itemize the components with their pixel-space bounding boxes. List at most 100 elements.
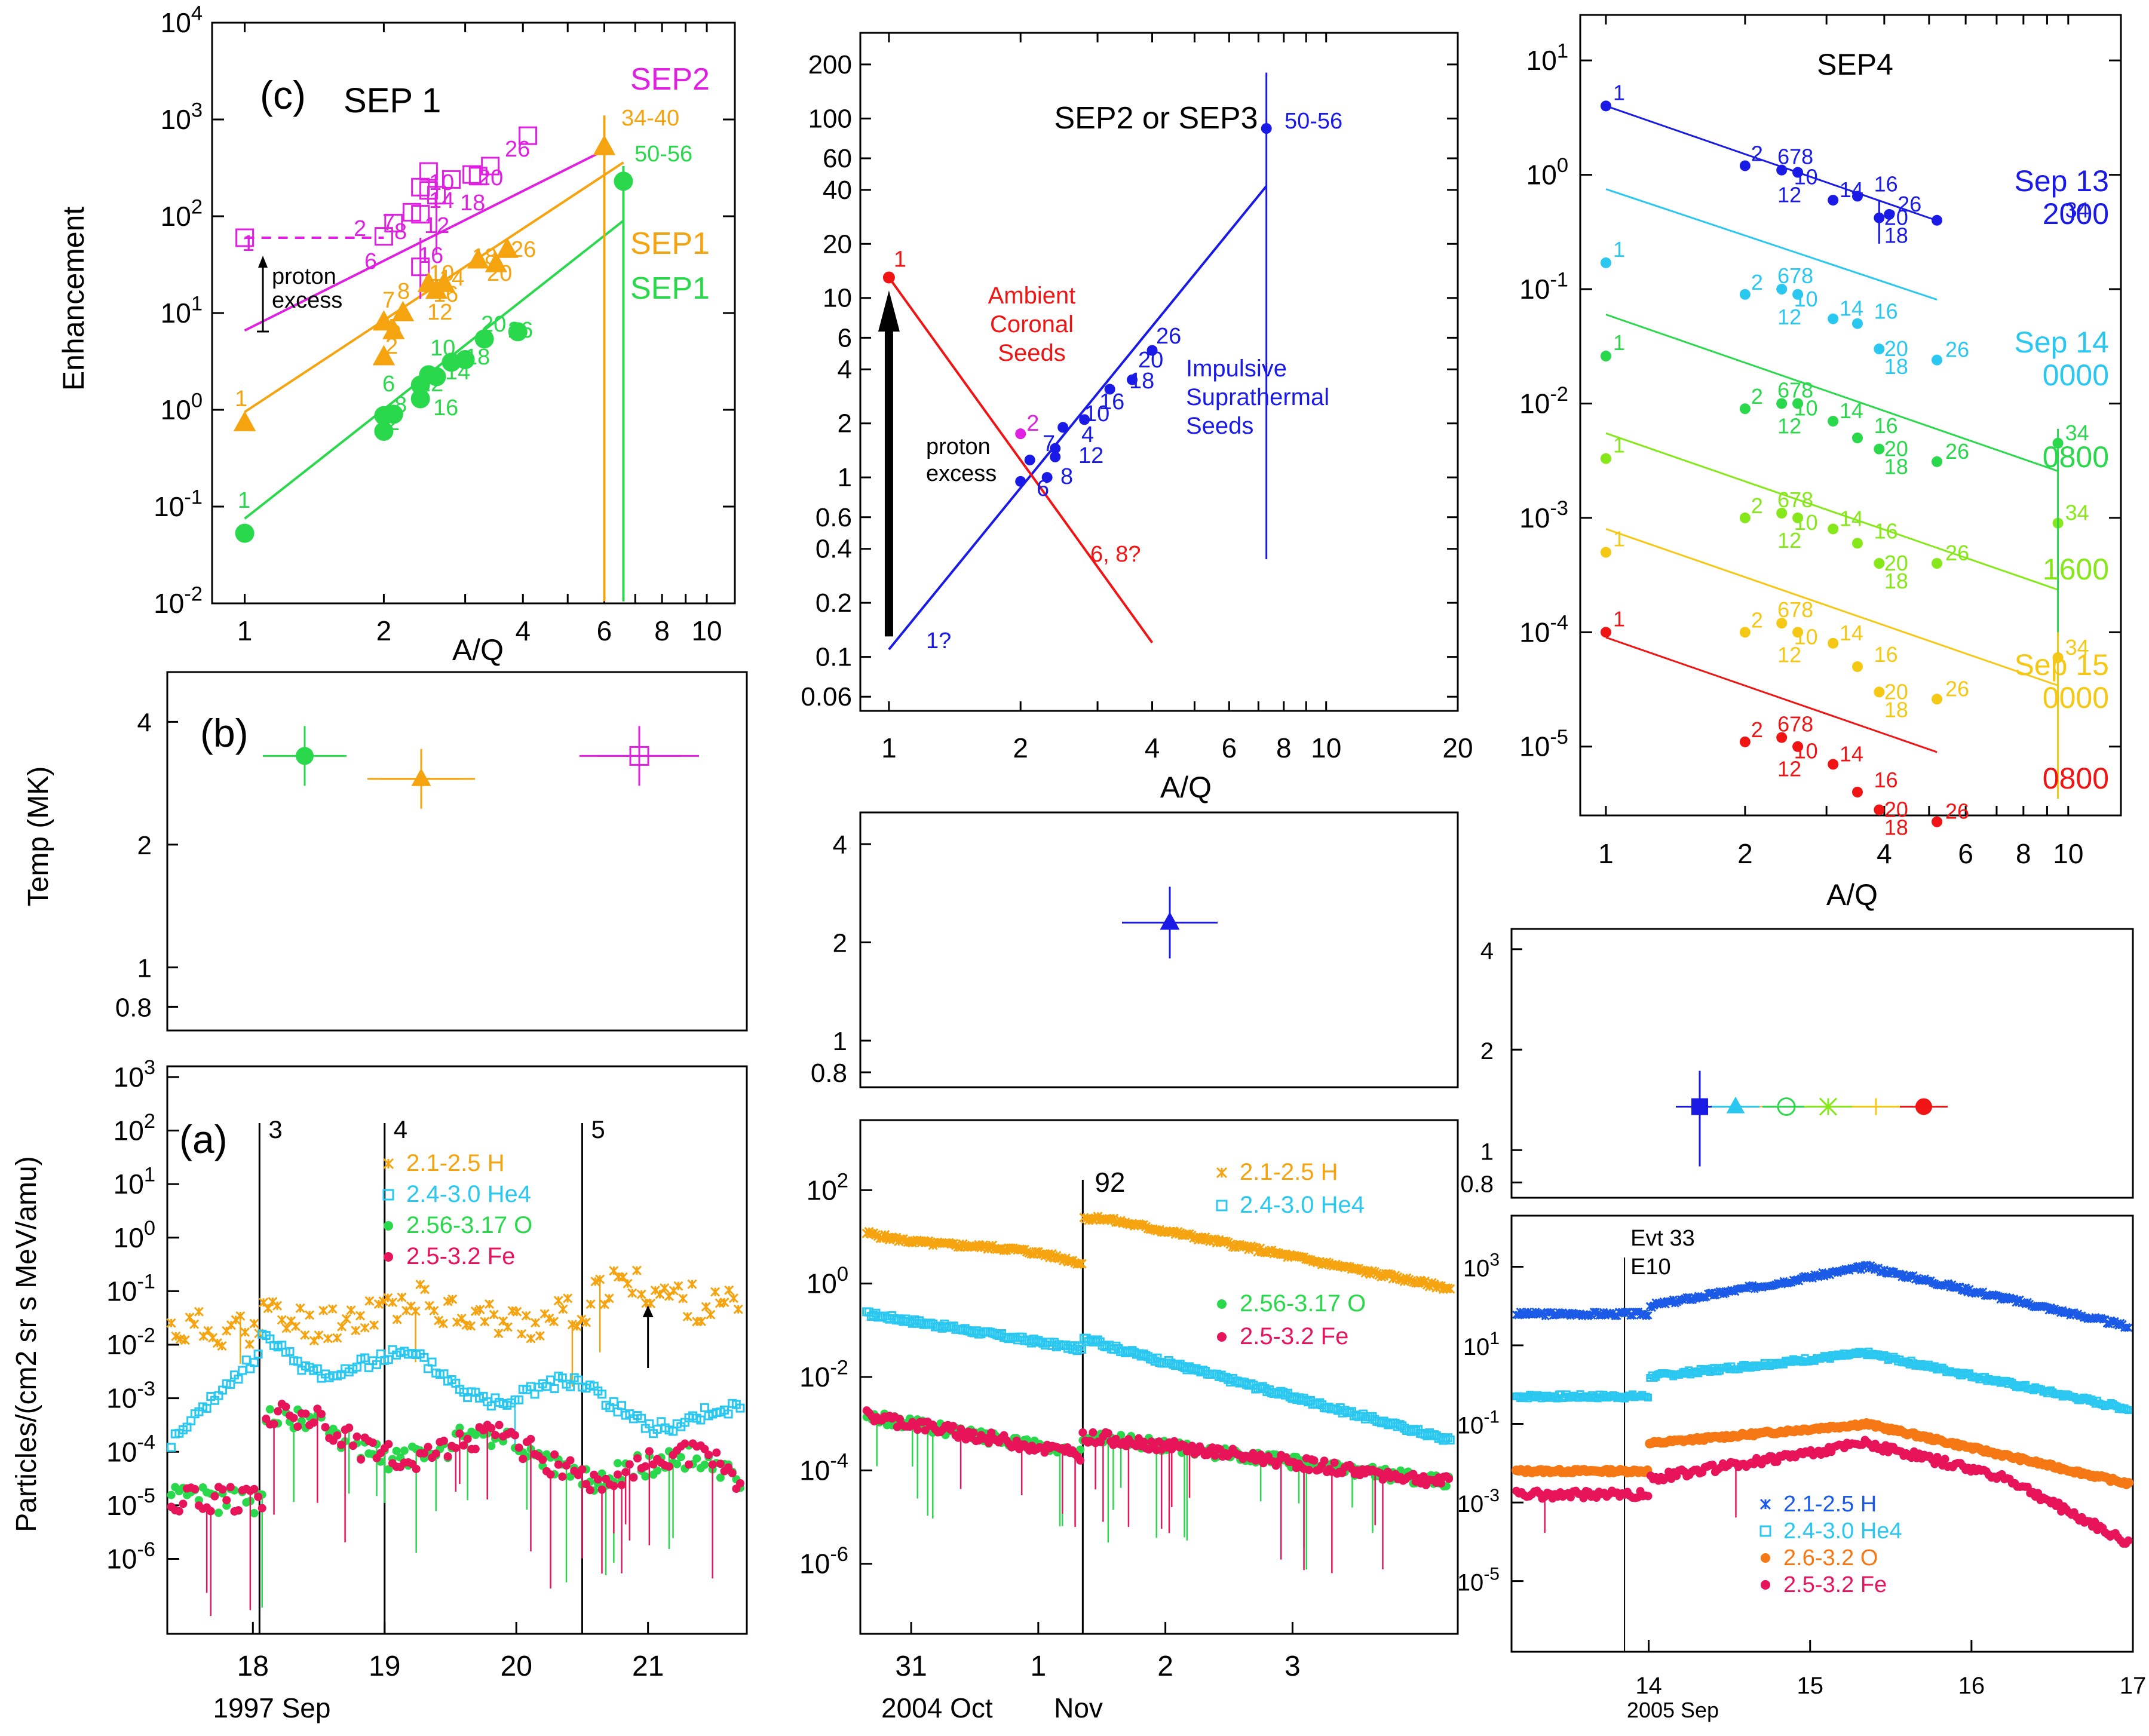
point-label: 14	[445, 360, 470, 385]
he4-point	[597, 1390, 606, 1399]
legend-marker	[382, 1158, 394, 1170]
x-axis-label: A/Q	[1160, 771, 1212, 804]
ambient-fit	[888, 277, 1154, 643]
he4-point	[285, 1347, 295, 1356]
sep4-point	[1600, 100, 1611, 112]
fe-point	[459, 1441, 468, 1450]
o-point	[613, 1459, 622, 1468]
x-tick-label: 1	[1598, 838, 1614, 869]
h-point	[2124, 1323, 2133, 1332]
he4-point	[419, 1352, 429, 1362]
he4-point	[226, 1379, 235, 1389]
x-tick-label: 10	[691, 615, 722, 646]
point-label: 10	[1794, 624, 1818, 649]
he4-point	[234, 1375, 243, 1384]
h-point	[314, 1330, 324, 1341]
x-tick-label: 18	[237, 1651, 269, 1682]
x-tick-label: 2	[376, 615, 392, 646]
h-point	[212, 1338, 222, 1348]
x-tick-label: 4	[515, 615, 531, 646]
y-tick-label: 10-2	[799, 1356, 848, 1393]
sep1-green-point	[455, 350, 475, 370]
temp-left-frame	[166, 671, 748, 1032]
y-tick-label: 0.8	[115, 993, 152, 1022]
impulsive-point	[1079, 414, 1090, 425]
fe-point	[1940, 1455, 1949, 1464]
panel-label: (b)	[200, 711, 249, 755]
o-point	[692, 1454, 701, 1463]
he4-point	[312, 1364, 322, 1373]
x-tick-label: 1	[237, 615, 253, 646]
h-point	[475, 1305, 485, 1315]
he4-point	[238, 1366, 247, 1375]
point-label: 20	[1884, 206, 1908, 230]
point-label: 14	[439, 266, 464, 291]
impulsive-point	[1146, 345, 1158, 356]
h-point	[180, 1335, 190, 1345]
point-label: 34	[2065, 501, 2089, 525]
sep4-point	[1932, 456, 1943, 467]
point-label: 7	[382, 288, 395, 313]
h-point	[327, 1304, 338, 1314]
he4-point	[1443, 1433, 1452, 1443]
fe-point	[969, 1428, 978, 1437]
point-label: 12	[418, 372, 443, 397]
time-label: 0800	[2043, 762, 2109, 795]
series-label: SEP1	[630, 271, 710, 306]
fe-point	[680, 1439, 689, 1448]
h-point	[194, 1306, 204, 1317]
h-point	[438, 1318, 448, 1329]
y-tick-label: 10-1	[1519, 268, 1568, 305]
h-point	[563, 1293, 573, 1303]
o-point	[384, 1465, 393, 1474]
x-tick-label: 1	[1031, 1651, 1047, 1682]
y-tick-label: 4	[1480, 938, 1494, 964]
point-label: 16	[433, 282, 458, 307]
sep4-point	[1600, 627, 1611, 638]
x-tick-label: 6	[1958, 838, 1973, 869]
temp-point	[1777, 1097, 1796, 1116]
sep4-point	[1851, 786, 1863, 798]
legend-label: 2.56-3.17 O	[1240, 1290, 1366, 1317]
impulsive-point	[1015, 476, 1026, 487]
h-point	[318, 1305, 329, 1315]
sep4-point	[1739, 403, 1751, 415]
sep4-point	[1828, 759, 1839, 770]
fe-point	[685, 1460, 693, 1469]
point-label: 20	[1884, 437, 1908, 461]
fe-point	[1089, 1428, 1098, 1437]
x-tick-label: 20	[501, 1651, 532, 1682]
fe-point	[514, 1443, 523, 1452]
arrow-head	[642, 1305, 654, 1317]
y-tick-label: 1	[1480, 1139, 1494, 1165]
sep1-orange-point	[485, 251, 508, 272]
point-label: 12	[1777, 642, 1801, 667]
fe-point	[321, 1422, 330, 1431]
sep1-green-point	[614, 171, 633, 191]
h-point	[489, 1309, 499, 1320]
time-label: 0000	[2043, 358, 2109, 392]
point-label: 26	[1897, 192, 1921, 216]
sep4-point	[1828, 313, 1839, 324]
annotation: excess	[272, 288, 342, 313]
sep4-point	[1792, 398, 1804, 409]
fe-point	[538, 1455, 547, 1464]
point-label: 678	[1777, 145, 1813, 169]
h-point	[493, 1328, 504, 1339]
point-label: 1	[1613, 237, 1625, 262]
he4-point	[2124, 1406, 2132, 1415]
sep4-point	[1600, 547, 1611, 558]
temp-point	[629, 746, 649, 766]
fe-point	[593, 1475, 602, 1484]
y-tick-label: 10-3	[1457, 1486, 1500, 1517]
point-label: 2	[385, 334, 398, 359]
fe-point	[554, 1460, 563, 1469]
x-tick-label: 17	[2120, 1673, 2147, 1699]
sep4-fit	[1605, 188, 1938, 300]
point-label: 2	[1751, 270, 1763, 295]
fe-point	[317, 1409, 326, 1418]
sep4-point	[1792, 289, 1804, 300]
y-tick-label: 10-2	[1519, 383, 1568, 419]
fe-point	[728, 1468, 737, 1477]
arrow-head	[258, 256, 268, 268]
